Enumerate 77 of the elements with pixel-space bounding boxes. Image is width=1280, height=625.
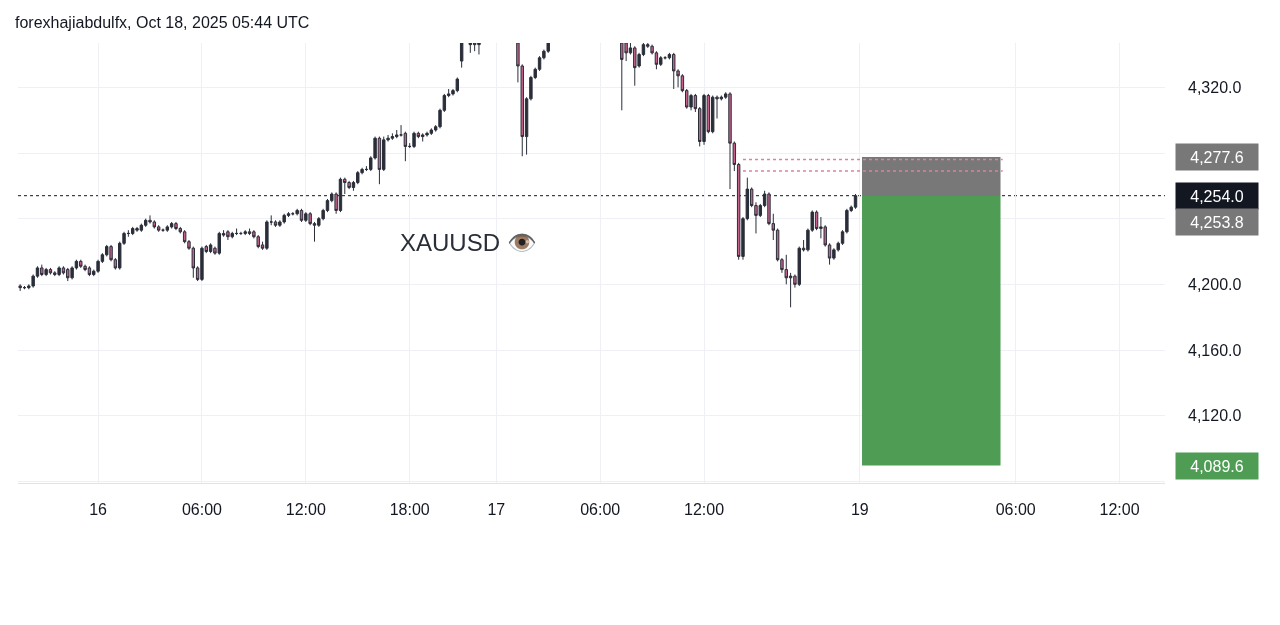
candlestick bbox=[265, 219, 269, 251]
candlestick bbox=[79, 259, 83, 269]
candlestick bbox=[169, 221, 174, 230]
candlestick bbox=[48, 267, 53, 275]
candlestick bbox=[853, 193, 858, 210]
y-tick-label: 4,160.0 bbox=[1188, 341, 1242, 359]
x-tick-label: 06:00 bbox=[181, 501, 223, 519]
x-tick-label: 16 bbox=[89, 501, 108, 519]
candlestick bbox=[208, 242, 213, 254]
candlestick bbox=[472, 43, 477, 52]
x-tick-label: 12:00 bbox=[1099, 501, 1140, 519]
candlestick bbox=[18, 283, 22, 292]
text: 4,253.8 bbox=[1190, 213, 1244, 231]
candlestick bbox=[477, 43, 481, 55]
candlestick bbox=[273, 219, 278, 228]
candlestick bbox=[174, 221, 178, 231]
candlestick bbox=[83, 264, 87, 272]
candlestick bbox=[247, 228, 252, 236]
candlestick bbox=[347, 180, 351, 190]
y-tick-label: 4,200.0 bbox=[1188, 275, 1242, 293]
candlestick bbox=[403, 131, 408, 162]
candlestick bbox=[152, 219, 157, 230]
candlestick bbox=[87, 265, 92, 277]
candlestick bbox=[130, 226, 135, 236]
candlestick bbox=[135, 226, 139, 233]
candlestick bbox=[459, 43, 464, 69]
candlestick bbox=[395, 129, 399, 139]
y-tick-label: 4,120.0 bbox=[1188, 407, 1242, 425]
candlestick bbox=[148, 214, 152, 225]
x-tick-label: 06:00 bbox=[580, 501, 621, 519]
candlestick bbox=[689, 93, 693, 111]
x-tick-label: 06:00 bbox=[995, 501, 1036, 519]
candlestick bbox=[156, 224, 161, 233]
text: 4,089.6 bbox=[1190, 457, 1244, 475]
chart-title: forexhajiabdulfx, Oct 18, 2025 05:44 UTC bbox=[15, 13, 310, 31]
candlestick bbox=[40, 264, 44, 277]
x-tick-label: 17 bbox=[487, 501, 506, 519]
candlestick bbox=[217, 231, 221, 256]
x-tick-label: 12:00 bbox=[285, 501, 326, 519]
candlestick bbox=[420, 132, 425, 143]
candlestick bbox=[230, 231, 234, 239]
candlestick bbox=[429, 127, 434, 136]
x-tick-label: 18:00 bbox=[389, 501, 430, 519]
y-tick-label: 4,320.0 bbox=[1188, 78, 1242, 96]
candlestick bbox=[468, 43, 473, 54]
candlestick bbox=[243, 229, 247, 236]
candlestick bbox=[702, 93, 706, 146]
candlestick bbox=[728, 91, 732, 190]
annotation: XAUUSD 👁 bbox=[400, 229, 537, 256]
candlestick bbox=[299, 208, 304, 223]
candlestick bbox=[53, 270, 57, 277]
candlestick bbox=[282, 213, 286, 225]
candlestick bbox=[399, 124, 403, 138]
text: 4,277.6 bbox=[1190, 148, 1244, 166]
candlestick bbox=[66, 267, 70, 282]
candlestick bbox=[455, 76, 460, 93]
x-tick-label: 19 bbox=[850, 501, 869, 519]
candlestick bbox=[620, 43, 624, 111]
candlestick bbox=[139, 223, 144, 233]
candlestick bbox=[304, 211, 308, 223]
candlestick bbox=[390, 132, 395, 141]
candlestick bbox=[44, 267, 48, 277]
candlestick bbox=[143, 218, 148, 228]
x-tick-label: 12:00 bbox=[684, 501, 725, 519]
candlestick bbox=[425, 131, 429, 138]
candlestick bbox=[226, 229, 230, 241]
ref-line-label: 4,254.0 bbox=[1190, 187, 1244, 205]
candlestick bbox=[256, 234, 260, 249]
candlestick bbox=[633, 45, 637, 87]
candlestick bbox=[710, 95, 715, 134]
candlestick bbox=[200, 246, 204, 282]
candlestick bbox=[377, 136, 382, 185]
candlestick bbox=[165, 224, 170, 233]
candlestick bbox=[57, 265, 61, 277]
candlestick bbox=[672, 52, 676, 90]
candlestick bbox=[412, 131, 416, 149]
candlestick bbox=[659, 55, 663, 67]
